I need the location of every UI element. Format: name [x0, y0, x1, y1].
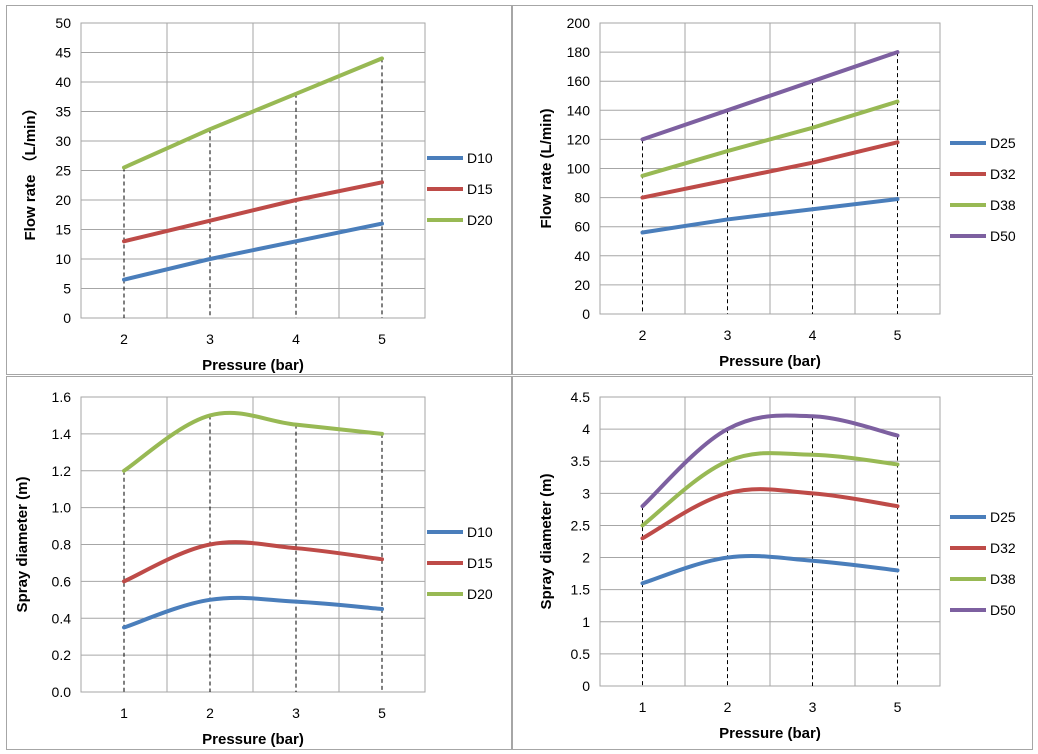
chart3-ytick-label: 2 [582, 550, 590, 566]
chart0-legend-label-d15: D15 [467, 181, 493, 197]
chart1-y-axis-title: Flow rate (L/min) [538, 108, 555, 228]
chart1-grid [600, 23, 940, 314]
chart2-x-axis-title: Pressure (bar) [202, 731, 304, 748]
chart3-ytick-label: 3 [582, 485, 590, 501]
chart0-ytick-label: 15 [55, 222, 71, 238]
chart1-legend: D25 D32 D38 D50 [950, 135, 1016, 244]
chart1-ytick-label: 60 [574, 219, 590, 235]
chart-panel-spray-diameter-small: 0.0 0.2 0.4 0.6 0.8 1.0 1.2 1.4 1.6 1 2 3 5 Pressure … [6, 376, 512, 750]
chart0-grid [81, 23, 425, 318]
chart0-legend-label-d20: D20 [467, 212, 493, 228]
chart-panel-spray-diameter-large: 0 0.5 1 1.5 2 2.5 3 3.5 4 4.5 1 2 3 5 Pressure (bar) Sp… [512, 376, 1033, 750]
chart1-legend-label-d32: D32 [990, 166, 1016, 182]
chart1-xtick-label: 4 [809, 327, 817, 343]
chart1-xtick-label: 3 [724, 327, 732, 343]
chart1-ytick-label: 120 [567, 131, 591, 147]
chart-panel-flow-rate-large: 0 20 40 60 80 100 120 140 160 180 200 2 3 4 5 Pressure … [512, 5, 1033, 375]
chart1-ytick-label: 160 [567, 73, 591, 89]
chart1-legend-label-d25: D25 [990, 135, 1016, 151]
chart0-xtick-label: 5 [378, 331, 386, 347]
chart0-ytick-label: 45 [55, 45, 71, 61]
chart2-ytick-label: 0.4 [52, 610, 72, 626]
chart0-ytick-label: 5 [63, 281, 71, 297]
chart2-ytick-label: 0.8 [52, 537, 72, 553]
chart3-xtick-label: 3 [809, 699, 817, 715]
chart2-y-axis-title: Spray diameter (m) [14, 477, 31, 613]
chart1-legend-label-d50: D50 [990, 228, 1016, 244]
spray-diameter-large-chart: 0 0.5 1 1.5 2 2.5 3 3.5 4 4.5 1 2 3 5 Pressure (bar) Sp… [513, 377, 1034, 751]
chart0-ytick-label: 35 [55, 104, 71, 120]
chart1-ytick-label: 80 [574, 190, 590, 206]
chart3-legend-label-d50: D50 [990, 602, 1016, 618]
chart1-ytick-label: 140 [567, 102, 591, 118]
chart-panel-flow-rate-small: 0 5 10 15 20 25 30 35 40 45 50 2 3 4 5 Pressure (bar) Fl… [6, 5, 512, 375]
chart2-ytick-label: 1.4 [52, 426, 72, 442]
chart3-ytick-label: 1.5 [571, 582, 591, 598]
chart3-y-axis-title: Spray diameter (m) [538, 474, 555, 610]
chart2-legend-label-d15: D15 [467, 555, 493, 571]
chart0-legend: D10 D15 D20 [427, 150, 493, 228]
chart1-ytick-label: 20 [574, 277, 590, 293]
chart3-ytick-label: 2.5 [571, 517, 591, 533]
chart3-legend: D25 D32 D38 D50 [950, 509, 1016, 618]
chart2-ytick-label: 1.0 [52, 500, 72, 516]
chart3-ytick-label: 4.5 [571, 389, 591, 405]
spray-diameter-small-chart: 0.0 0.2 0.4 0.6 0.8 1.0 1.2 1.4 1.6 1 2 3 5 Pressure … [7, 377, 513, 751]
chart1-ytick-label: 0 [582, 306, 590, 322]
chart2-legend-label-d10: D10 [467, 524, 493, 540]
chart1-x-axis-title: Pressure (bar) [719, 353, 821, 370]
chart2-legend: D10 D15 D20 [427, 524, 493, 602]
chart2-xtick-label: 3 [292, 705, 300, 721]
chart2-legend-label-d20: D20 [467, 586, 493, 602]
chart0-ytick-label: 0 [63, 310, 71, 326]
chart1-xtick-label: 5 [894, 327, 902, 343]
chart0-ytick-label: 25 [55, 163, 71, 179]
chart3-legend-label-d38: D38 [990, 571, 1016, 587]
chart3-xtick-label: 5 [894, 699, 902, 715]
chart1-xtick-label: 2 [639, 327, 647, 343]
chart0-y-axis-title: Flow rate （L/min） [21, 100, 39, 240]
chart2-ytick-label: 0.0 [52, 684, 72, 700]
chart0-legend-label-d10: D10 [467, 150, 493, 166]
chart3-ytick-label: 1 [582, 614, 590, 630]
flow-rate-large-chart: 0 20 40 60 80 100 120 140 160 180 200 2 3 4 5 Pressure … [513, 6, 1034, 376]
chart1-ytick-label: 180 [567, 44, 591, 60]
chart0-ytick-label: 10 [55, 251, 71, 267]
chart3-ytick-label: 4 [582, 421, 590, 437]
chart3-ytick-label: 0 [582, 678, 590, 694]
chart3-xtick-label: 2 [724, 699, 732, 715]
chart0-xtick-label: 3 [206, 331, 214, 347]
chart0-ytick-label: 20 [55, 192, 71, 208]
chart3-legend-label-d32: D32 [990, 540, 1016, 556]
chart3-xtick-label: 1 [639, 699, 647, 715]
chart2-ytick-label: 0.2 [52, 647, 72, 663]
chart0-xtick-label: 4 [292, 331, 300, 347]
chart1-legend-label-d38: D38 [990, 197, 1016, 213]
chart2-ytick-label: 0.6 [52, 573, 72, 589]
chart3-ytick-label: 3.5 [571, 453, 591, 469]
chart2-xtick-label: 1 [120, 705, 128, 721]
chart2-ytick-label: 1.6 [52, 389, 72, 405]
chart0-xtick-label: 2 [120, 331, 128, 347]
chart1-ytick-label: 40 [574, 248, 590, 264]
chart0-ytick-label: 40 [55, 74, 71, 90]
chart1-ytick-label: 100 [567, 161, 591, 177]
chart3-ytick-label: 0.5 [571, 646, 591, 662]
chart0-ytick-label: 30 [55, 133, 71, 149]
chart2-xtick-label: 2 [206, 705, 214, 721]
chart3-grid [600, 397, 940, 686]
chart3-x-axis-title: Pressure (bar) [719, 725, 821, 742]
chart0-x-axis-title: Pressure (bar) [202, 357, 304, 374]
chart1-ytick-label: 200 [567, 15, 591, 31]
chart2-ytick-label: 1.2 [52, 463, 72, 479]
chart0-ytick-label: 50 [55, 15, 71, 31]
chart3-legend-label-d25: D25 [990, 509, 1016, 525]
chart2-xtick-label: 5 [378, 705, 386, 721]
